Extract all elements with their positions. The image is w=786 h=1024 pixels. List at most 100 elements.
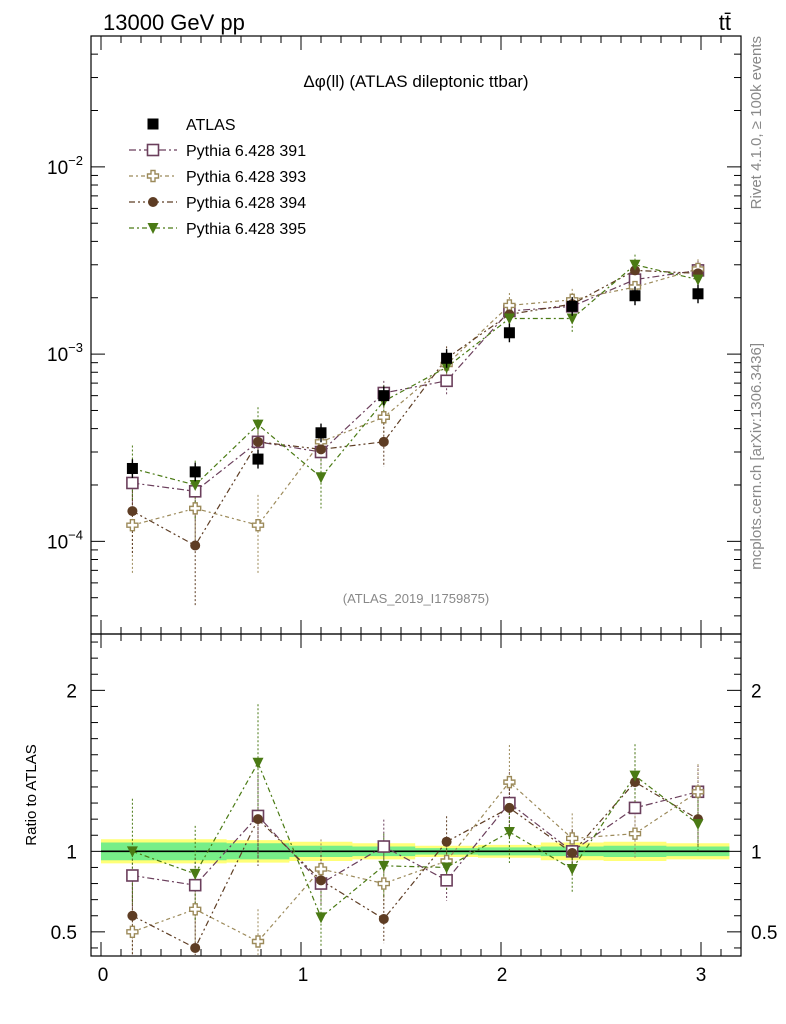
ratio-point-1: [628, 827, 642, 840]
ratio-plot-area: [101, 704, 730, 955]
x-tick-label-0: 0: [98, 965, 109, 986]
series-point-3: [629, 259, 641, 271]
chart-title: Δφ(ll) (ATLAS dileptonic ttbar): [303, 72, 528, 91]
ratio-point-0: [188, 878, 202, 892]
atlas-point: [252, 453, 264, 465]
atlas-point: [378, 390, 390, 402]
main-plot-area: [126, 254, 705, 607]
series-point-1: [126, 518, 139, 532]
ratio-point-2: [190, 942, 201, 953]
ratio-y-tick-label-right: 0.5: [751, 923, 777, 944]
series-point-1: [188, 502, 202, 515]
legend-label-393: Pythia 6.428 393: [186, 169, 306, 186]
ratio-axis-label: Ratio to ATLAS: [23, 744, 40, 845]
legend-label-394: Pythia 6.428 394: [186, 195, 306, 212]
atlas-point: [629, 290, 641, 302]
ratio-point-3: [692, 818, 704, 830]
series-point-1: [251, 518, 265, 532]
ratio-point-3: [566, 864, 578, 876]
atlas-point: [189, 466, 201, 478]
ratio-y-tick-label-right: 1: [751, 842, 762, 863]
ratio-point-1: [251, 935, 265, 948]
series-point-1: [377, 411, 390, 424]
energy-label: 13000 GeV pp: [103, 10, 245, 35]
ratio-point-1: [377, 877, 390, 890]
series-point-2: [378, 436, 389, 447]
ratio-point-0: [628, 801, 642, 815]
ratio-point-2: [567, 847, 578, 858]
ratio-line-0: [132, 791, 699, 886]
legend-mark-3: [147, 223, 159, 234]
ratio-point-3: [189, 868, 201, 880]
ratio-point-3: [378, 860, 390, 872]
series-point-2: [127, 506, 138, 517]
series-line-3: [132, 264, 699, 486]
series-point-3: [252, 419, 264, 431]
x-tick-label-3: 3: [696, 965, 707, 986]
y-tick-exponent: −4: [68, 527, 83, 542]
ratio-point-0: [377, 840, 391, 853]
ratio-frame: [90, 633, 742, 957]
ratio-point-1: [566, 832, 579, 845]
ratio-point-2: [127, 910, 138, 921]
series-line-2: [132, 269, 699, 547]
ratio-point-1: [188, 903, 202, 916]
atlas-point: [692, 288, 704, 300]
ratio-y-tick-label-left: 0.5: [51, 923, 77, 944]
ratio-line-2: [132, 781, 699, 949]
atlas-point: [315, 427, 327, 439]
ratio-point-1: [691, 785, 705, 798]
atlas-point: [126, 462, 138, 474]
x-axis: 0 1 2 3: [98, 965, 707, 986]
analysis-watermark: (ATLAS_2019_I1759875): [343, 591, 489, 606]
ratio-point-1: [126, 925, 139, 939]
ratio-point-3: [126, 846, 138, 858]
main-panel: Δφ(ll) (ATLAS dileptonic ttbar) (ATLAS_2…: [47, 35, 742, 635]
atlas-point: [566, 300, 578, 312]
ratio-point-0: [440, 874, 453, 887]
legend-label-atlas: ATLAS: [186, 117, 236, 134]
series-point-0: [440, 374, 453, 388]
y-tick-label-main: 10−2: [47, 153, 83, 179]
series-point-3: [692, 274, 704, 286]
legend-mark-atlas: [147, 118, 159, 130]
series-line-0: [132, 269, 699, 492]
legend-mark-2: [148, 197, 158, 207]
legend-label-395: Pythia 6.428 395: [186, 221, 306, 238]
series-point-0: [126, 476, 139, 490]
series-point-2: [316, 444, 326, 455]
ratio-point-2: [441, 836, 452, 847]
main-axes: 10−4 10−3 10−2: [47, 35, 742, 634]
ratio-point-2: [630, 777, 640, 788]
series-point-3: [315, 472, 327, 484]
series-point-3: [189, 479, 201, 491]
series-point-3: [441, 362, 453, 374]
ratio-point-2: [504, 802, 515, 813]
series-point-2: [190, 540, 201, 551]
legend: ATLAS Pythia 6.428 391 Pythia 6.428 393 …: [129, 117, 306, 238]
ratio-point-2: [378, 913, 389, 924]
legend-mark-0: [146, 143, 160, 157]
y-tick-exponent: −3: [68, 340, 83, 355]
series-point-3: [566, 313, 578, 325]
ratio-point-0: [126, 869, 139, 882]
ratio-point-3: [315, 912, 327, 924]
ratio-line-1: [132, 781, 699, 943]
y-tick-exponent: −2: [68, 153, 83, 168]
x-tick-label-1: 1: [298, 965, 309, 986]
ratio-y-tick-label-left: 1: [66, 842, 77, 863]
y-tick-label-main: 10−3: [47, 340, 83, 366]
x-tick-label-2: 2: [497, 965, 508, 986]
ratio-point-3: [441, 862, 453, 874]
ratio-y-tick-label-right: 2: [751, 681, 762, 702]
legend-marks: [129, 118, 177, 234]
mcplots-label: mcplots.cern.ch [arXiv:1306.3436]: [748, 343, 765, 570]
ratio-y-tick-label-left: 2: [66, 681, 77, 702]
ratio-point-1: [314, 862, 328, 876]
ratio-point-3: [252, 757, 264, 769]
ratio-point-2: [253, 814, 263, 825]
legend-mark-1: [146, 169, 160, 183]
rivet-version-label: Rivet 4.1.0, ≥ 100k events: [748, 36, 765, 209]
series-point-3: [503, 313, 515, 325]
atlas-point: [503, 327, 515, 339]
